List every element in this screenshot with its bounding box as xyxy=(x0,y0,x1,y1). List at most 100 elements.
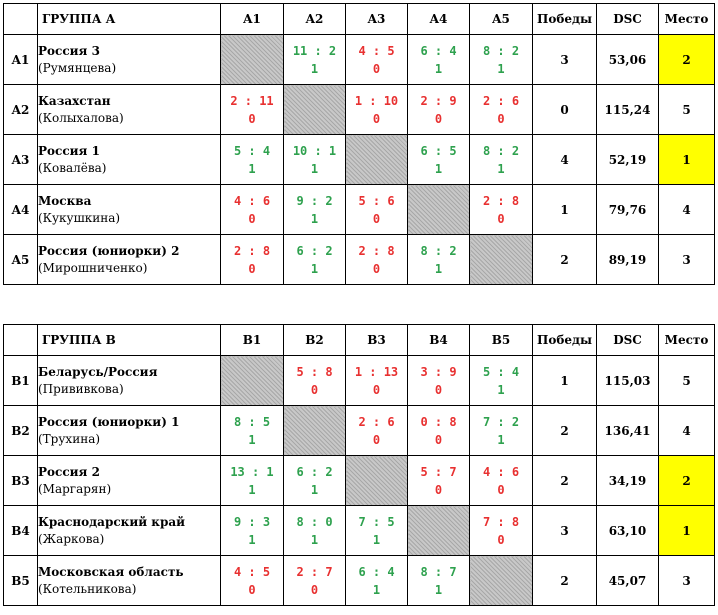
match-result-cell: 7 : 8 0 xyxy=(469,505,533,556)
match-points: 0 xyxy=(372,261,381,276)
team-code: B1 xyxy=(3,355,38,406)
team-name: Россия (юниорки) 2 xyxy=(38,243,180,258)
dsc-value: 115,03 xyxy=(596,355,659,406)
place-value: 3 xyxy=(658,555,715,606)
match-result-cell: 4 : 5 0 xyxy=(220,555,284,606)
col-header: A3 xyxy=(345,3,408,35)
match-result-cell: 9 : 3 1 xyxy=(220,505,284,556)
match-result-cell: 2 : 8 0 xyxy=(220,234,284,285)
match-result-cell: 5 : 8 0 xyxy=(283,355,346,406)
match-points: 0 xyxy=(310,382,319,397)
match-score: 9 : 3 xyxy=(233,514,271,529)
match-score: 4 : 5 xyxy=(233,564,271,579)
match-points: 0 xyxy=(372,211,381,226)
match-result-cell: 11 : 2 1 xyxy=(283,34,346,85)
player-name: (Румянцева) xyxy=(38,60,117,75)
place-value: 3 xyxy=(658,234,715,285)
self-match-cell xyxy=(407,505,470,556)
match-points: 0 xyxy=(434,432,443,447)
group-title: ГРУППА А xyxy=(37,3,221,35)
wins-value: 2 xyxy=(532,555,597,606)
team-cell: Россия (юниорки) 1 (Трухина) xyxy=(37,405,221,456)
team-cell: Россия 1 (Ковалёва) xyxy=(37,134,221,185)
dsc-header: DSC xyxy=(596,3,659,35)
match-score: 2 : 6 xyxy=(358,414,395,429)
match-score: 5 : 6 xyxy=(358,193,395,208)
match-points: 1 xyxy=(434,61,443,76)
team-cell: Москва (Кукушкина) xyxy=(37,184,221,235)
match-points: 1 xyxy=(434,582,443,597)
match-result-cell: 6 : 5 1 xyxy=(407,134,470,185)
match-score: 2 : 9 xyxy=(420,93,457,108)
match-result-cell: 4 : 5 0 xyxy=(345,34,408,85)
self-match-cell xyxy=(407,184,470,235)
match-score: 4 : 6 xyxy=(482,464,520,479)
col-header: A5 xyxy=(469,3,533,35)
wins-value: 2 xyxy=(532,405,597,456)
match-result-cell: 6 : 4 1 xyxy=(345,555,408,606)
team-code: B5 xyxy=(3,555,38,606)
player-name: (Ковалёва) xyxy=(38,160,107,175)
team-cell: Московская область (Котельникова) xyxy=(37,555,221,606)
team-name: Россия (юниорки) 1 xyxy=(38,414,180,429)
match-score: 6 : 4 xyxy=(358,564,395,579)
match-points: 0 xyxy=(497,111,505,126)
match-score: 6 : 4 xyxy=(420,43,457,58)
match-result-cell: 8 : 5 1 xyxy=(220,405,284,456)
col-header: A1 xyxy=(220,3,284,35)
match-result-cell: 5 : 4 1 xyxy=(469,355,533,406)
self-match-cell xyxy=(220,34,284,85)
col-header: B5 xyxy=(469,324,533,356)
team-code: A2 xyxy=(3,84,38,135)
match-points: 1 xyxy=(497,432,505,447)
match-score: 5 : 7 xyxy=(420,464,457,479)
match-score: 2 : 8 xyxy=(233,243,271,258)
match-score: 6 : 2 xyxy=(296,464,333,479)
match-result-cell: 3 : 9 0 xyxy=(407,355,470,406)
match-score: 9 : 2 xyxy=(296,193,333,208)
match-points: 1 xyxy=(248,161,256,176)
match-score: 8 : 2 xyxy=(482,43,520,58)
place-value: 1 xyxy=(658,505,715,556)
player-name: (Прививкова) xyxy=(38,381,124,396)
match-points: 0 xyxy=(434,111,443,126)
match-result-cell: 13 : 1 1 xyxy=(220,455,284,506)
match-result-cell: 7 : 2 1 xyxy=(469,405,533,456)
match-points: 1 xyxy=(434,161,443,176)
match-result-cell: 8 : 0 1 xyxy=(283,505,346,556)
match-points: 1 xyxy=(372,582,381,597)
match-score: 7 : 8 xyxy=(482,514,520,529)
dsc-value: 34,19 xyxy=(596,455,659,506)
match-score: 4 : 6 xyxy=(233,193,271,208)
match-score: 0 : 8 xyxy=(420,414,457,429)
team-cell: Беларусь/Россия (Прививкова) xyxy=(37,355,221,406)
wins-value: 3 xyxy=(532,505,597,556)
group-title: ГРУППА В xyxy=(37,324,221,356)
match-points: 1 xyxy=(248,482,256,497)
match-result-cell: 4 : 6 0 xyxy=(220,184,284,235)
match-result-cell: 5 : 6 0 xyxy=(345,184,408,235)
place-value: 5 xyxy=(658,355,715,406)
match-points: 0 xyxy=(434,382,443,397)
team-code: A5 xyxy=(3,234,38,285)
group-a-table: ГРУППА А A1 A2 A3 A4 A5 Победы DSC Место… xyxy=(3,3,715,285)
match-points: 0 xyxy=(248,111,256,126)
team-code: B3 xyxy=(3,455,38,506)
corner-cell xyxy=(3,3,38,35)
match-points: 1 xyxy=(497,61,505,76)
match-points: 1 xyxy=(310,261,319,276)
match-score: 5 : 4 xyxy=(233,143,271,158)
match-points: 0 xyxy=(497,532,505,547)
team-cell: Казахстан (Колыхалова) xyxy=(37,84,221,135)
match-score: 7 : 2 xyxy=(482,414,520,429)
match-score: 6 : 2 xyxy=(296,243,333,258)
team-name: Казахстан xyxy=(38,93,111,108)
player-name: (Маргарян) xyxy=(38,481,112,496)
team-cell: Краснодарский край (Жаркова) xyxy=(37,505,221,556)
match-result-cell: 0 : 8 0 xyxy=(407,405,470,456)
match-result-cell: 8 : 7 1 xyxy=(407,555,470,606)
team-row: B5 Московская область (Котельникова) 4 : 5 0… xyxy=(3,555,715,606)
